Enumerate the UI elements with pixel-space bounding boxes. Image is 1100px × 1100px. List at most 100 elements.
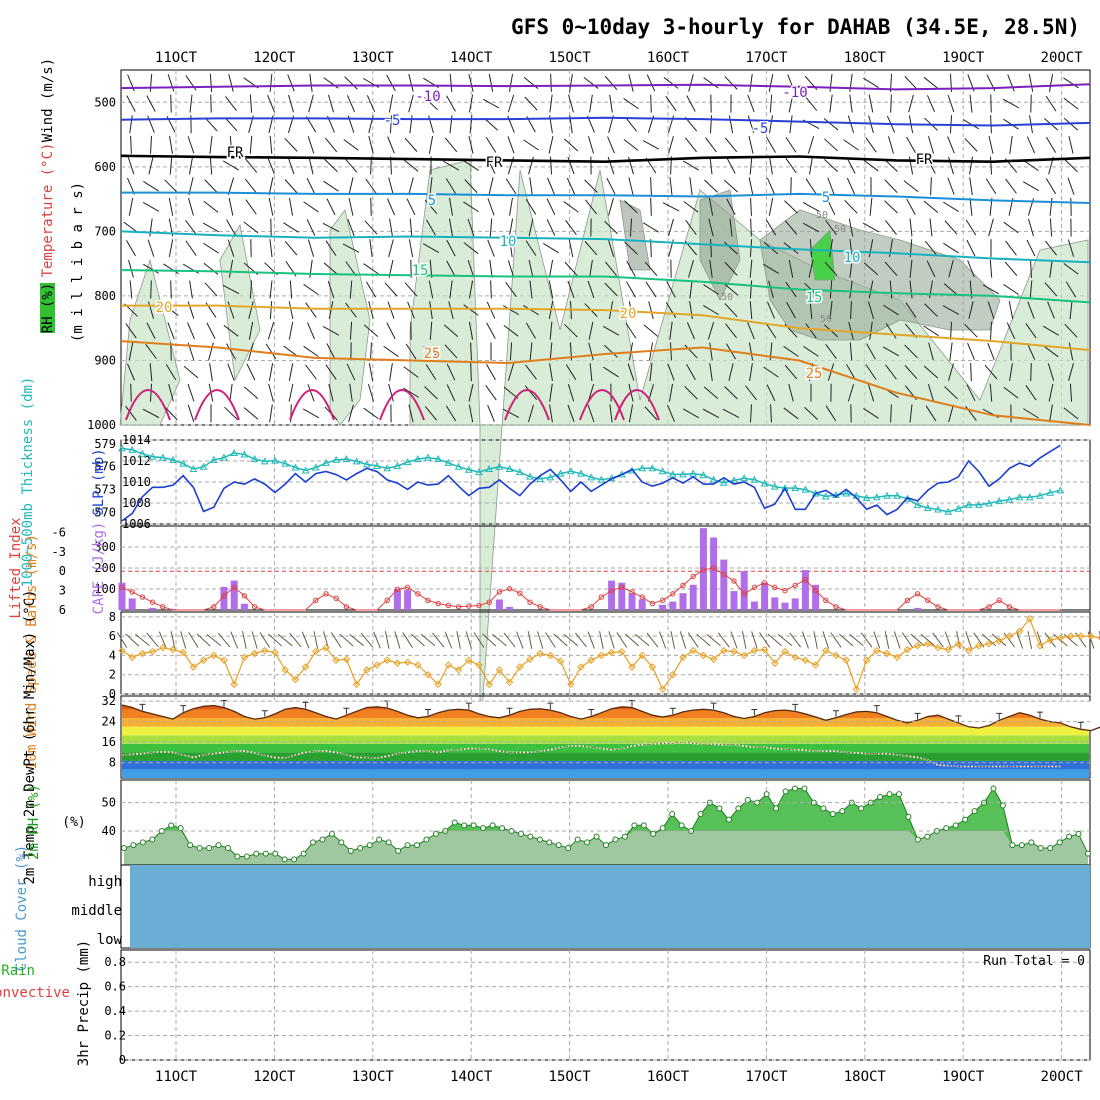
wind-barb bbox=[564, 261, 578, 276]
y-tick-label: 0.6 bbox=[104, 980, 126, 994]
rh-marker bbox=[432, 830, 439, 837]
wind-barb bbox=[689, 280, 693, 299]
wind-barb bbox=[827, 177, 835, 195]
wind-barb bbox=[747, 115, 755, 133]
wind-barb bbox=[185, 220, 197, 235]
rh-marker bbox=[905, 813, 912, 820]
wind-barb bbox=[750, 404, 752, 423]
wind-barb bbox=[724, 261, 738, 276]
wind-barb bbox=[624, 241, 638, 255]
li-marker bbox=[925, 597, 931, 604]
contour-label: 15 bbox=[806, 290, 823, 306]
wind-barb bbox=[426, 219, 436, 236]
wind-barb bbox=[203, 242, 219, 254]
wind-barb bbox=[227, 301, 235, 319]
li-marker bbox=[496, 589, 503, 595]
wind-barb bbox=[643, 222, 659, 233]
wind-barb bbox=[288, 363, 294, 382]
wind-barb bbox=[889, 239, 893, 258]
surface-wind-barb bbox=[268, 633, 282, 647]
top-date-label: 14OCT bbox=[450, 50, 493, 66]
wind-barb bbox=[224, 117, 238, 132]
wind-barb bbox=[507, 260, 515, 278]
wind-barb bbox=[844, 200, 858, 214]
thickness-marker bbox=[872, 493, 881, 501]
wind-barb bbox=[303, 283, 319, 296]
rh-shading-region bbox=[219, 223, 261, 382]
surface-wind-barb bbox=[289, 632, 302, 648]
wind-barb bbox=[1045, 95, 1057, 112]
wind-barb bbox=[683, 201, 699, 213]
isotherm-line bbox=[120, 230, 1091, 264]
y-tick-label: 579 bbox=[94, 437, 116, 451]
y-tick-label: 100 bbox=[94, 582, 116, 596]
wind-barb bbox=[145, 343, 157, 359]
wind-barb bbox=[267, 95, 275, 113]
wind-barb bbox=[130, 383, 132, 402]
rh-contour-label: 50 bbox=[816, 210, 828, 221]
wind-barb bbox=[128, 260, 134, 278]
surface-wind-barb bbox=[599, 631, 604, 649]
wind-barb bbox=[824, 159, 838, 173]
wind-barb bbox=[488, 73, 494, 92]
thickness-marker bbox=[658, 467, 667, 475]
wind-barb bbox=[626, 281, 636, 298]
cape-bar bbox=[608, 580, 616, 610]
rh-marker bbox=[669, 811, 676, 817]
wind-speed-marker bbox=[199, 656, 208, 664]
rh2m-panel: 50 40 2m RH (%) (%) bbox=[26, 779, 1091, 866]
rh-marker bbox=[650, 830, 657, 837]
wind-barb bbox=[507, 94, 515, 113]
wind-barb bbox=[248, 301, 254, 319]
cape-bar bbox=[628, 593, 636, 610]
wind-speed-marker bbox=[230, 680, 238, 689]
wind-barb bbox=[809, 156, 813, 175]
temperature-color-band bbox=[122, 752, 1089, 761]
wind-barb bbox=[1026, 239, 1036, 257]
thickness-marker bbox=[230, 448, 239, 456]
li-marker bbox=[149, 599, 156, 605]
wind-barb bbox=[889, 280, 893, 299]
wind-barb bbox=[529, 342, 533, 361]
wind-barb bbox=[223, 324, 239, 337]
wind-barb bbox=[448, 218, 454, 237]
wind-barb bbox=[302, 408, 320, 419]
wind-barb bbox=[509, 239, 513, 258]
total-rain-label: Total / Rain bbox=[0, 963, 35, 979]
thickness-marker bbox=[730, 476, 738, 484]
wind-barb bbox=[130, 135, 132, 154]
cloud-level-label: middle bbox=[71, 903, 122, 919]
wind-speed-marker bbox=[1066, 632, 1075, 640]
wind-barb bbox=[765, 219, 777, 236]
wind-barb bbox=[565, 364, 577, 380]
wind-barb bbox=[589, 363, 593, 382]
wind-speed-marker bbox=[618, 647, 626, 656]
wind-barb bbox=[906, 198, 916, 215]
temp-minmax-bar bbox=[833, 710, 839, 717]
cape-bar bbox=[771, 597, 779, 610]
wind-speed-marker bbox=[148, 647, 157, 656]
wind-speed-marker bbox=[873, 646, 881, 655]
rh-marker bbox=[716, 805, 723, 812]
wind-barb bbox=[749, 73, 753, 92]
rh-marker bbox=[612, 836, 619, 843]
rh-legend-swatch bbox=[40, 283, 55, 333]
wind-barb bbox=[688, 260, 694, 278]
y-tick-label: 700 bbox=[94, 224, 116, 238]
thickness-marker bbox=[556, 469, 565, 477]
warm-isotherm-arc bbox=[379, 389, 425, 421]
rh-marker bbox=[489, 822, 496, 829]
wind-barb bbox=[824, 261, 838, 276]
rh-marker bbox=[697, 811, 704, 817]
thickness-marker bbox=[179, 459, 188, 467]
wind-barb bbox=[267, 156, 275, 175]
y-tick-label: 8 bbox=[109, 756, 116, 770]
wind-barb bbox=[1048, 383, 1054, 402]
rh-marker bbox=[678, 822, 685, 829]
thickness-marker bbox=[638, 464, 647, 472]
wind-barb bbox=[486, 322, 496, 339]
wind-barb bbox=[908, 94, 914, 113]
li-marker bbox=[588, 604, 594, 610]
wind-barb bbox=[847, 115, 855, 133]
wind-speed-marker bbox=[516, 663, 524, 671]
